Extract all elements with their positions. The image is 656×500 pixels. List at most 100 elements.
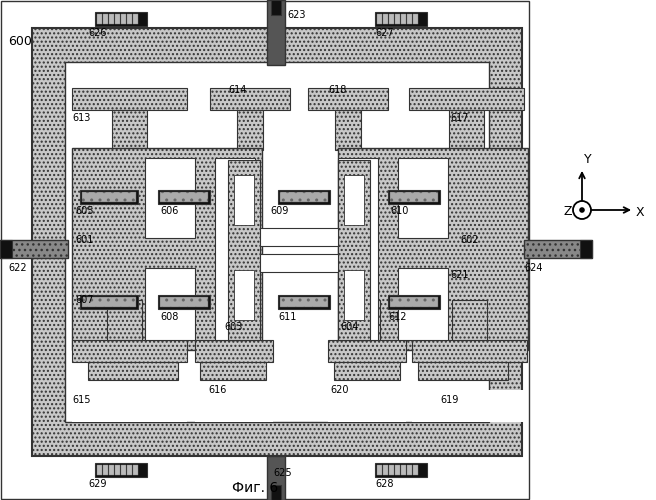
Bar — [412, 340, 527, 362]
Bar — [218, 300, 246, 340]
Bar — [389, 14, 394, 24]
Text: Y: Y — [584, 153, 592, 166]
Bar — [260, 254, 338, 272]
Text: 614: 614 — [228, 85, 247, 95]
Text: 607: 607 — [75, 295, 94, 305]
Text: 626: 626 — [88, 28, 106, 38]
Bar — [278, 295, 330, 309]
Bar — [413, 14, 418, 24]
Text: 623: 623 — [287, 10, 306, 20]
Bar — [97, 14, 102, 24]
Bar — [328, 340, 406, 362]
Bar — [127, 465, 132, 475]
Bar — [127, 14, 132, 24]
Bar — [271, 0, 281, 15]
Bar — [390, 297, 438, 307]
Bar — [412, 390, 527, 422]
Bar — [160, 297, 208, 307]
Bar — [398, 268, 448, 340]
Bar — [338, 148, 528, 350]
Text: 601: 601 — [75, 235, 93, 245]
Text: 615: 615 — [72, 395, 91, 405]
Bar — [280, 192, 328, 202]
Bar — [215, 158, 255, 340]
Bar — [195, 390, 273, 422]
Text: Фиг. 6: Фиг. 6 — [232, 481, 278, 495]
Bar — [407, 14, 412, 24]
Bar — [260, 228, 338, 246]
Text: X: X — [636, 206, 645, 219]
Text: 608: 608 — [160, 312, 178, 322]
Bar — [82, 192, 136, 202]
Bar — [395, 14, 400, 24]
Bar — [158, 190, 210, 204]
Bar — [267, 0, 285, 65]
Bar — [383, 14, 388, 24]
Bar — [234, 270, 254, 320]
Bar — [401, 465, 406, 475]
Bar — [334, 362, 400, 380]
Bar — [344, 175, 364, 225]
Bar — [388, 190, 440, 204]
Bar — [82, 297, 136, 307]
Circle shape — [573, 201, 591, 219]
Bar — [200, 362, 266, 380]
Bar — [103, 14, 108, 24]
Bar — [418, 362, 508, 380]
Bar — [72, 340, 187, 362]
Bar — [80, 190, 138, 204]
Bar — [158, 295, 210, 309]
Text: 600: 600 — [8, 35, 32, 48]
Text: 602: 602 — [460, 235, 478, 245]
Bar — [95, 463, 147, 477]
Text: 628: 628 — [375, 479, 394, 489]
Bar — [377, 465, 382, 475]
Text: 610: 610 — [390, 206, 409, 216]
Text: 616: 616 — [208, 385, 226, 395]
Text: 622: 622 — [8, 263, 27, 273]
Bar — [234, 175, 254, 225]
Bar — [338, 160, 370, 340]
Text: 611: 611 — [278, 312, 297, 322]
Bar — [308, 88, 388, 110]
Text: 604: 604 — [340, 322, 358, 332]
Bar — [389, 465, 394, 475]
Bar — [145, 158, 195, 238]
Text: 613: 613 — [72, 113, 91, 123]
Bar — [580, 240, 592, 258]
Bar — [210, 88, 290, 110]
Bar — [398, 158, 448, 238]
Text: 603: 603 — [224, 322, 242, 332]
Bar — [72, 390, 187, 422]
Circle shape — [579, 207, 584, 213]
Text: 609: 609 — [270, 206, 289, 216]
Bar — [121, 465, 126, 475]
Bar — [452, 300, 487, 340]
Text: 624: 624 — [524, 263, 543, 273]
Bar — [195, 340, 273, 362]
Text: 621: 621 — [450, 270, 468, 280]
Bar — [237, 110, 263, 150]
Bar — [338, 158, 378, 340]
Text: 605: 605 — [75, 206, 94, 216]
Bar — [280, 297, 328, 307]
Text: 606: 606 — [160, 206, 178, 216]
Text: Z: Z — [564, 205, 573, 218]
Text: 612: 612 — [388, 312, 407, 322]
Bar — [409, 88, 524, 110]
Bar — [401, 14, 406, 24]
Bar — [72, 148, 262, 350]
Bar — [271, 485, 281, 500]
Bar — [228, 160, 260, 340]
Bar — [133, 465, 138, 475]
Bar — [328, 390, 406, 422]
Bar — [375, 463, 427, 477]
Bar — [390, 192, 438, 202]
Bar — [352, 300, 380, 340]
Bar — [344, 270, 364, 320]
Text: 619: 619 — [440, 395, 459, 405]
Bar — [160, 192, 208, 202]
Text: 625: 625 — [273, 468, 292, 478]
Bar — [109, 465, 114, 475]
Text: 627: 627 — [375, 28, 394, 38]
